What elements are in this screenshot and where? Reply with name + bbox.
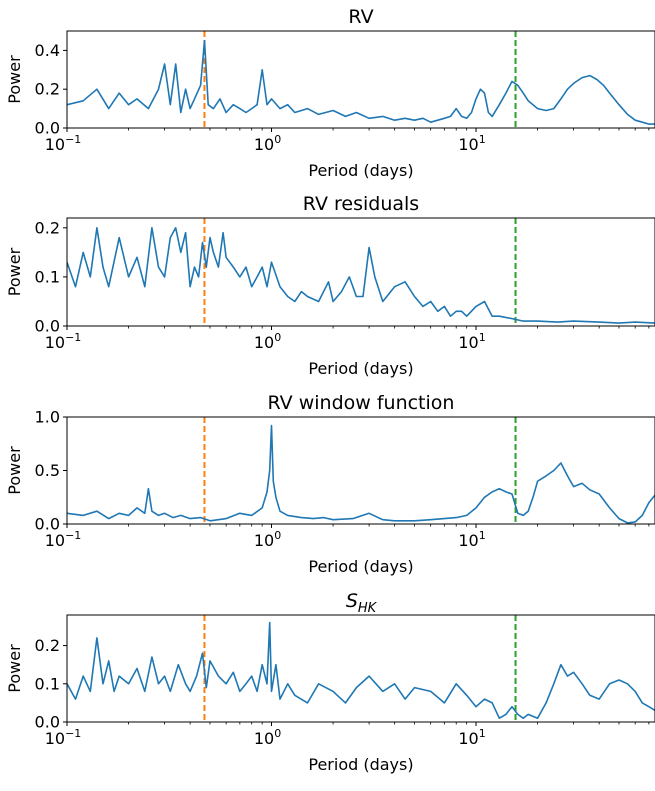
x-tick-label: 101 — [458, 529, 485, 550]
y-tick-label: 0.2 — [35, 636, 60, 655]
x-tick-exponent: −1 — [65, 529, 81, 542]
panel-title: SHK — [346, 590, 378, 616]
x-tick-label: 100 — [254, 331, 281, 352]
x-tick-exponent: −1 — [65, 331, 81, 344]
axes-frame — [66, 30, 655, 129]
series-line-1 — [67, 424, 655, 524]
y-tick-label: 1.0 — [35, 408, 60, 427]
y-tick-label: 0.5 — [35, 461, 60, 480]
x-tick-exponent: 0 — [274, 133, 281, 146]
x-tick-label: 101 — [458, 133, 485, 154]
x-axis-label: Period (days) — [308, 161, 413, 180]
x-tick-exponent: −1 — [65, 133, 81, 146]
x-tick-exponent: 1 — [479, 331, 486, 344]
y-tick-label: 0.2 — [35, 218, 60, 237]
series-line-1 — [67, 39, 655, 125]
x-tick-label: 100 — [254, 529, 281, 550]
x-tick-exponent: 0 — [274, 529, 281, 542]
series-line-1 — [67, 621, 655, 720]
y-tick-label: 0.1 — [35, 267, 60, 286]
x-tick-label: 101 — [458, 331, 485, 352]
y-tick-label: 0.0 — [35, 119, 60, 138]
series-line-1 — [67, 227, 655, 324]
x-tick-label: 10−1 — [45, 331, 82, 352]
x-tick-exponent: 1 — [479, 727, 486, 740]
y-tick-label: 0.0 — [35, 515, 60, 534]
y-axis-label: Power — [5, 247, 24, 296]
x-axis-label: Period (days) — [308, 359, 413, 378]
axes-frame — [66, 217, 655, 327]
x-tick-exponent: 1 — [479, 529, 486, 542]
panel-title: RV — [348, 6, 373, 28]
x-tick-label: 10−1 — [45, 529, 82, 550]
y-axis-label: Power — [5, 55, 24, 104]
axes-frame — [66, 614, 655, 723]
x-tick-exponent: −1 — [65, 727, 81, 740]
y-tick-label: 0.1 — [35, 674, 60, 693]
panel-title-subscript: HK — [358, 601, 378, 616]
axes-frame — [66, 416, 655, 525]
x-tick-exponent: 0 — [274, 331, 281, 344]
x-axis-label: Period (days) — [308, 755, 413, 774]
x-axis-label: Period (days) — [308, 557, 413, 576]
panel-title: RV window function — [268, 392, 455, 414]
x-tick-label: 100 — [254, 727, 281, 748]
y-axis-label: Power — [5, 446, 24, 495]
y-tick-label: 0.0 — [35, 317, 60, 336]
panel-title: RV residuals — [303, 193, 419, 215]
y-axis-label: Power — [5, 644, 24, 693]
x-tick-exponent: 0 — [274, 727, 281, 740]
y-tick-label: 0.0 — [35, 713, 60, 732]
x-tick-exponent: 1 — [479, 133, 486, 146]
x-tick-label: 101 — [458, 727, 485, 748]
x-tick-label: 10−1 — [45, 133, 82, 154]
panel-title-main: S — [346, 590, 358, 612]
x-tick-label: 10−1 — [45, 727, 82, 748]
y-tick-label: 0.2 — [35, 80, 60, 99]
y-tick-label: 0.4 — [35, 41, 60, 60]
x-tick-label: 100 — [254, 133, 281, 154]
